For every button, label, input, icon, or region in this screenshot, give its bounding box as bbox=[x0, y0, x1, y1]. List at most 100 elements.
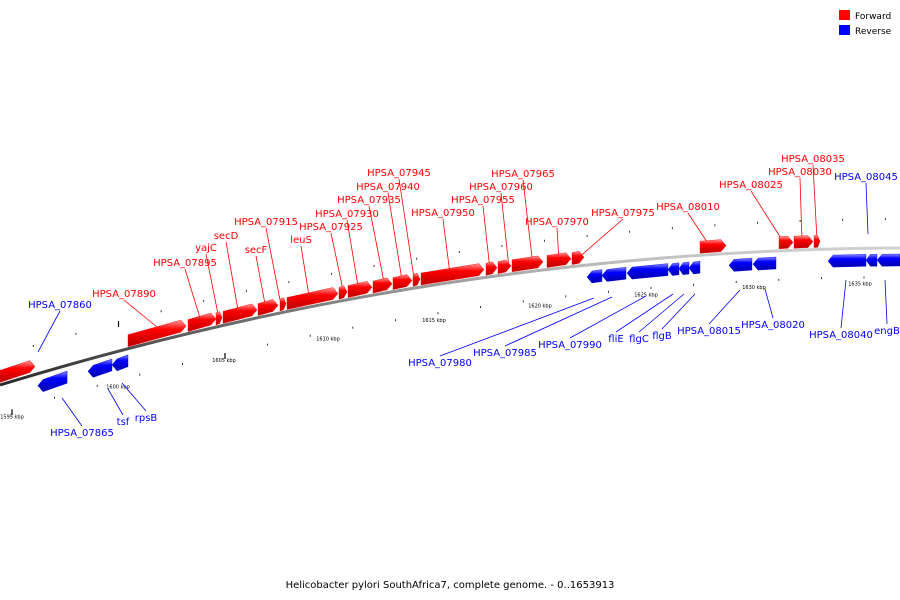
gene-arrow-hpsa-08015[interactable] bbox=[728, 257, 753, 272]
gene-arrow-flie[interactable] bbox=[667, 262, 680, 276]
gene-arrow-hpsa-08035[interactable] bbox=[813, 235, 821, 248]
gene-label[interactable]: engB bbox=[874, 326, 900, 337]
gene-arrow-unlabeled[interactable] bbox=[0, 360, 36, 384]
gene-label[interactable]: HPSA_07970 bbox=[525, 217, 589, 228]
gene-arrow-hpsa-07945[interactable] bbox=[412, 272, 421, 287]
legend-label-forward: Forward bbox=[855, 12, 891, 22]
gene-arrow-hpsa-07935[interactable] bbox=[372, 277, 393, 294]
gene-leader-line bbox=[300, 245, 310, 297]
legend-swatch-forward bbox=[839, 10, 850, 20]
gene-arrow-hpsa-08020[interactable] bbox=[752, 256, 777, 271]
gene-label[interactable]: HPSA_07915 bbox=[234, 217, 298, 228]
gene-label[interactable]: HPSA_08025 bbox=[719, 180, 783, 191]
gene-arrow-flgc[interactable] bbox=[678, 261, 690, 275]
gene-label[interactable]: HPSA_07860 bbox=[28, 300, 92, 311]
gene-arrow-hpsa-07940[interactable] bbox=[392, 274, 413, 290]
gene-label[interactable]: HPSA_07975 bbox=[591, 208, 655, 219]
gene-label[interactable]: HPSA_07950 bbox=[411, 208, 475, 219]
gene-label[interactable]: tsf bbox=[117, 417, 130, 428]
gene-label[interactable]: HPSA_08020 bbox=[741, 320, 805, 331]
scale-ticks bbox=[11, 218, 886, 416]
gene-arrow-hpsa-08010[interactable] bbox=[699, 239, 727, 254]
gene-leader-line bbox=[442, 218, 451, 275]
gene-label[interactable]: HPSA_08045 bbox=[834, 172, 898, 183]
gene-label[interactable]: yajC bbox=[195, 243, 217, 254]
gene-label[interactable]: HPSA_07935 bbox=[337, 195, 401, 206]
label-leader-lines bbox=[37, 164, 888, 427]
gene-arrow-hpsa-08025[interactable] bbox=[778, 236, 794, 250]
gene-leader-line bbox=[368, 205, 385, 283]
gene-label[interactable]: leuS bbox=[290, 235, 312, 246]
gene-arrow-hpsa-07960[interactable] bbox=[497, 259, 512, 274]
gene-label[interactable]: flgC bbox=[629, 334, 649, 345]
gene-label[interactable]: HPSA_07955 bbox=[451, 195, 515, 206]
gene-arrow-hpsa-07985[interactable] bbox=[601, 266, 627, 282]
gene-leader-line bbox=[225, 241, 239, 311]
gene-label[interactable]: flgB bbox=[652, 331, 672, 342]
gene-arrow-tsf[interactable] bbox=[87, 358, 113, 378]
gene-leader-line bbox=[884, 279, 888, 325]
gene-arrow-flgb[interactable] bbox=[688, 260, 701, 275]
tick-label: 1605 kbp bbox=[212, 358, 236, 364]
gene-arrow-hpsa-07990[interactable] bbox=[626, 263, 669, 280]
gene-arrow-hpsa-07925[interactable] bbox=[338, 285, 348, 300]
gene-arrow-hpsa-08030[interactable] bbox=[793, 235, 814, 249]
gene-label[interactable]: HPSA_07980 bbox=[408, 358, 472, 369]
gene-arrow-hpsa-07970[interactable] bbox=[546, 252, 572, 268]
gene-leader-line bbox=[205, 253, 219, 315]
gene-leader-line bbox=[37, 310, 61, 353]
gene-leader-line bbox=[615, 293, 674, 333]
gene-leader-line bbox=[812, 164, 818, 241]
gene-label[interactable]: HPSA_07985 bbox=[473, 348, 537, 359]
gene-arrow-hpsa-07980[interactable] bbox=[586, 269, 603, 284]
gene-label[interactable]: HPSA_08035 bbox=[781, 154, 845, 165]
gene-arrow-hpsa-07930[interactable] bbox=[347, 281, 373, 298]
gene-label[interactable]: HPSA_08030 bbox=[768, 167, 832, 178]
gene-arrow-yajc[interactable] bbox=[215, 311, 223, 326]
gene-label[interactable]: rpsB bbox=[135, 413, 158, 424]
tick-label: 1600 kbp bbox=[106, 384, 130, 390]
gene-label[interactable]: HPSA_07945 bbox=[367, 168, 431, 179]
gene-arrow-hpsa-07915[interactable] bbox=[279, 297, 287, 312]
gene-label[interactable]: HPSA_08015 bbox=[677, 326, 741, 337]
gene-arrow-hpsa-07965[interactable] bbox=[511, 255, 544, 273]
legend-item-reverse: Reverse bbox=[839, 25, 892, 37]
gene-arrow-hpsa-08045[interactable] bbox=[865, 253, 878, 267]
gene-leader-line bbox=[840, 279, 847, 329]
gene-arrow-hpsa-07890[interactable] bbox=[127, 319, 187, 347]
gene-arrow-hpsa-07955[interactable] bbox=[485, 261, 498, 276]
gene-label[interactable]: HPSA_07930 bbox=[315, 209, 379, 220]
gene-leader-line bbox=[661, 293, 696, 330]
gene-label[interactable]: HPSA_07895 bbox=[153, 258, 217, 269]
gene-arrow-leus[interactable] bbox=[286, 287, 339, 310]
gene-label[interactable]: fliE bbox=[608, 334, 623, 345]
gene-label[interactable]: secD bbox=[214, 231, 239, 242]
gene-leader-line bbox=[330, 232, 344, 291]
gene-arrow-hpsa-08040[interactable] bbox=[827, 254, 867, 268]
gene-label[interactable]: HPSA_07940 bbox=[356, 182, 420, 193]
gene-label[interactable]: HPSA_07965 bbox=[491, 169, 555, 180]
gene-label[interactable]: secF bbox=[245, 245, 268, 256]
gene-arrow-hpsa-07975[interactable] bbox=[571, 251, 585, 265]
gene-arrow-hpsa-07950[interactable] bbox=[420, 263, 485, 286]
gene-arrow-hpsa-07865[interactable] bbox=[37, 370, 68, 392]
gene-leader-line bbox=[708, 289, 741, 325]
gene-label[interactable]: HPSA_07990 bbox=[538, 340, 602, 351]
gene-arrow-hpsa-07895[interactable] bbox=[187, 312, 217, 332]
gene-label[interactable]: HPSA_08010 bbox=[656, 202, 720, 213]
gene-label[interactable]: HPSA_08040 bbox=[809, 330, 873, 341]
gene-arrow-engb[interactable] bbox=[876, 253, 900, 267]
gene-label[interactable]: HPSA_07925 bbox=[299, 222, 363, 233]
tick-label: 1615 kbp bbox=[422, 318, 446, 324]
gene-arrow-secf[interactable] bbox=[257, 299, 279, 316]
gene-leader-line bbox=[750, 190, 785, 244]
gene-arrow-rpsb[interactable] bbox=[111, 354, 129, 372]
gene-label[interactable]: HPSA_07865 bbox=[50, 428, 114, 439]
figure-caption: Helicobacter pylori SouthAfrica7, comple… bbox=[286, 580, 615, 591]
gene-arrow-secd[interactable] bbox=[222, 303, 258, 324]
gene-label[interactable]: HPSA_07960 bbox=[469, 182, 533, 193]
gene-label[interactable]: HPSA_07890 bbox=[92, 289, 156, 300]
gene-leader-line bbox=[569, 295, 647, 339]
scale-tick-labels: 1595 kbp 1600 kbp 1605 kbp 1610 kbp 1615 kbp… bbox=[0, 281, 872, 420]
